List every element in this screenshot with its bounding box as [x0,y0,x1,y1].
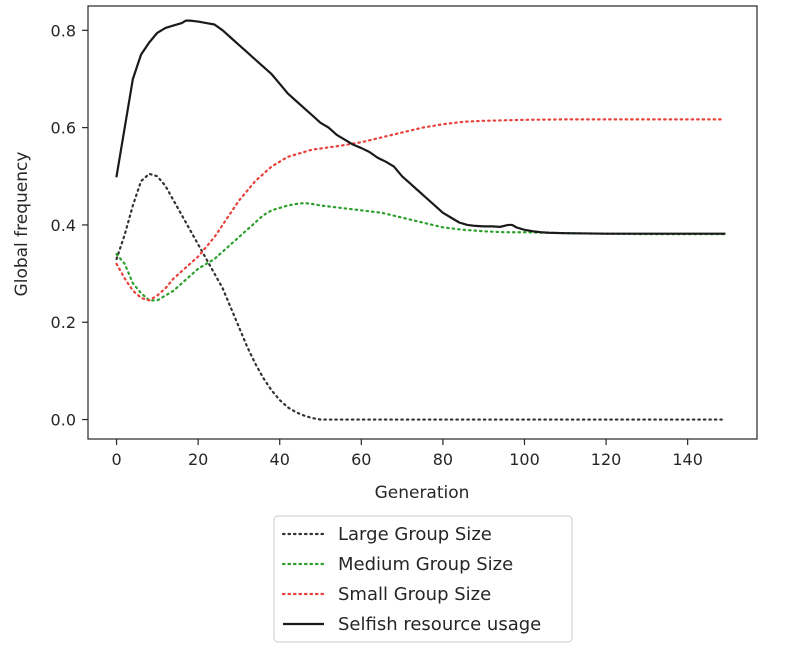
legend-label-medium-group-size: Medium Group Size [338,554,513,575]
y-tick-label: 0.0 [51,411,76,430]
plot-frame [87,5,758,440]
y-tick-label: 0.8 [51,21,76,40]
y-tick-label: 0.2 [51,313,76,332]
series-line-small-group-size [115,118,726,302]
x-tick-label: 40 [270,450,290,469]
y-axis: 0.0 0.2 0.4 0.6 0.8 [51,21,88,430]
x-axis: 0 20 40 60 80 100 120 140 [111,439,703,469]
y-axis-label: Global frequency [12,152,32,297]
legend: Large Group Size Medium Group Size Small G… [273,515,573,643]
x-axis-label: Generation [375,483,470,503]
legend-frame [273,515,573,643]
x-tick-label: 0 [111,450,121,469]
y-tick-label: 0.4 [51,216,76,235]
x-tick-label: 120 [591,450,622,469]
legend-label-small-group-size: Small Group Size [338,584,491,605]
series-layer [115,19,726,421]
x-tick-label: 60 [351,450,371,469]
series-line-selfish-resource-usage [115,19,726,235]
x-tick-label: 140 [672,450,703,469]
x-tick-label: 80 [433,450,453,469]
legend-label-selfish-resource-usage: Selfish resource usage [338,614,541,635]
series-line-medium-group-size [115,201,726,302]
legend-label-large-group-size: Large Group Size [338,524,492,545]
series-line-large-group-size [115,172,726,421]
y-tick-label: 0.6 [51,119,76,138]
x-tick-label: 20 [188,450,208,469]
x-tick-label: 100 [509,450,540,469]
